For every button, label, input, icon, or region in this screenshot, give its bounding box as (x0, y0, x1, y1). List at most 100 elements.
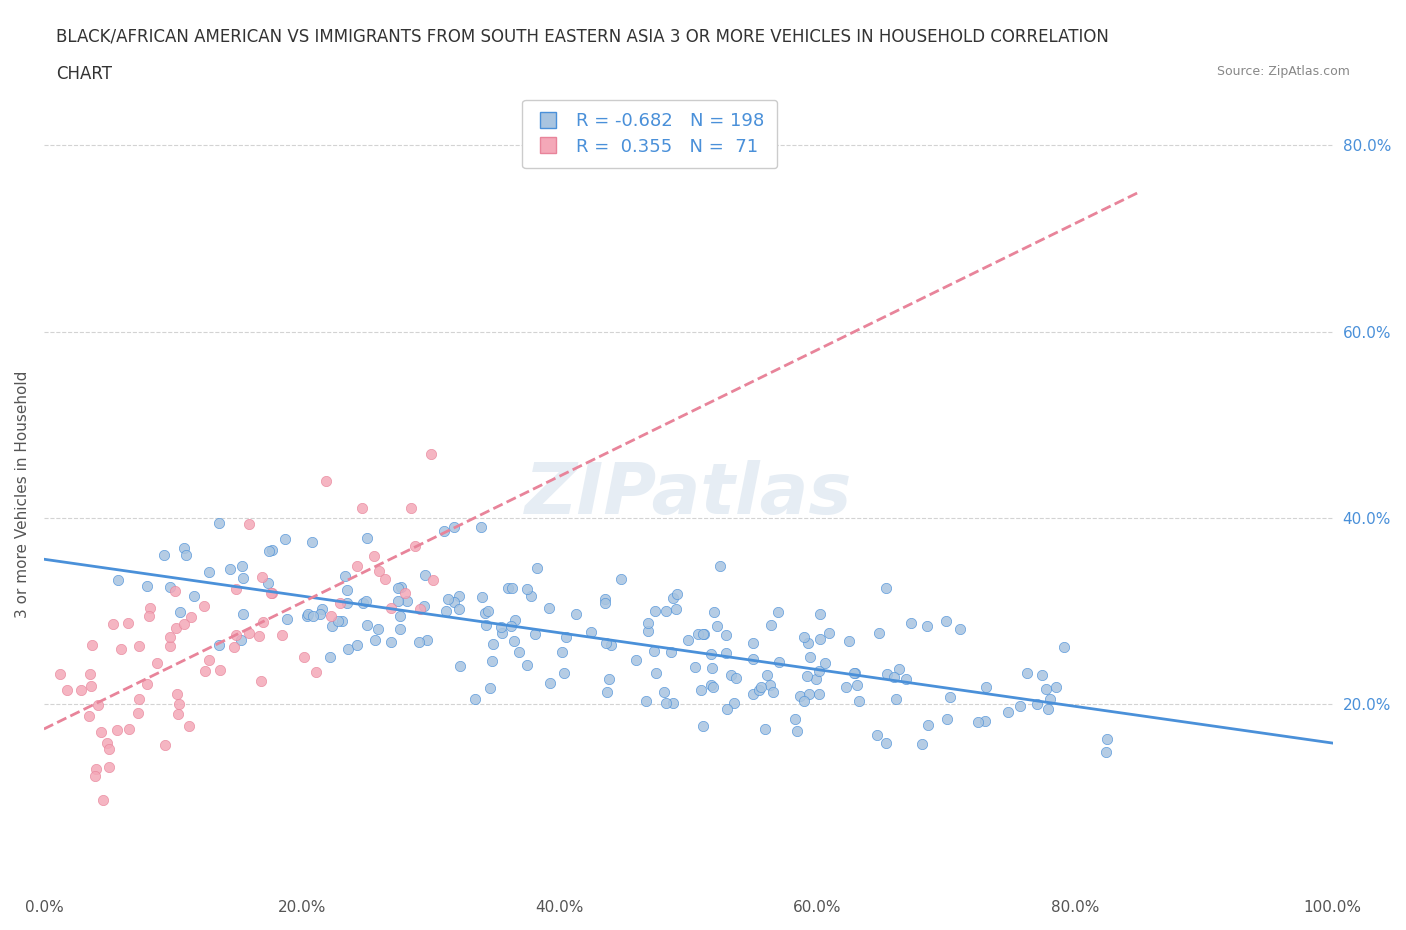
Point (330, 613, 353, 628)
Point (367, 621, 389, 636)
Point (692, 627, 714, 642)
Point (449, 602, 471, 617)
Point (128, 638, 150, 653)
Point (579, 625, 602, 640)
Text: CHART: CHART (56, 65, 112, 83)
Point (238, 517, 260, 532)
Point (875, 736, 897, 751)
Point (551, 644, 574, 659)
Point (477, 604, 499, 618)
Point (1025, 697, 1047, 711)
Point (759, 618, 782, 632)
Point (352, 595, 374, 610)
Point (260, 585, 283, 600)
Point (593, 595, 616, 610)
Point (56, 683, 79, 698)
Point (231, 559, 253, 574)
Text: Source: ZipAtlas.com: Source: ZipAtlas.com (1216, 65, 1350, 78)
Point (593, 591, 616, 606)
Point (741, 635, 763, 650)
Point (665, 587, 688, 602)
Point (176, 548, 198, 563)
Point (967, 715, 990, 730)
Point (169, 604, 191, 619)
Point (768, 604, 790, 619)
Point (887, 661, 910, 676)
Point (808, 664, 831, 679)
Point (749, 680, 772, 695)
Point (257, 544, 280, 559)
Point (153, 737, 176, 752)
Point (700, 677, 723, 692)
Point (1036, 701, 1059, 716)
Point (876, 667, 898, 682)
Point (408, 635, 430, 650)
Point (808, 686, 831, 701)
Point (716, 701, 738, 716)
Point (363, 549, 385, 564)
Point (198, 565, 221, 579)
Point (225, 581, 247, 596)
Point (336, 642, 359, 657)
Point (292, 650, 315, 665)
Point (127, 706, 149, 721)
Point (1095, 744, 1118, 759)
Point (79, 667, 101, 682)
Point (938, 689, 960, 704)
Point (179, 718, 201, 733)
Point (1039, 692, 1062, 707)
Point (436, 591, 458, 606)
Point (305, 665, 328, 680)
Point (276, 611, 298, 626)
Point (1015, 666, 1038, 681)
Point (118, 721, 141, 736)
Point (1095, 732, 1118, 747)
Point (70, 683, 93, 698)
Text: BLACK/AFRICAN AMERICAN VS IMMIGRANTS FROM SOUTH EASTERN ASIA 3 OR MORE VEHICLES : BLACK/AFRICAN AMERICAN VS IMMIGRANTS FRO… (56, 28, 1109, 46)
Point (49, 667, 72, 682)
Point (208, 516, 231, 531)
Point (107, 572, 129, 587)
Point (762, 684, 785, 699)
Point (193, 599, 215, 614)
Point (101, 617, 124, 631)
Point (503, 613, 526, 628)
Point (700, 660, 723, 675)
Point (720, 668, 742, 683)
Point (844, 666, 866, 681)
Point (388, 609, 411, 624)
Point (917, 717, 939, 732)
Point (232, 606, 254, 621)
Point (598, 671, 620, 686)
Point (434, 604, 457, 618)
Point (481, 653, 503, 668)
Point (936, 711, 959, 726)
Point (443, 519, 465, 534)
Point (367, 564, 389, 578)
Point (247, 629, 270, 644)
Point (159, 579, 181, 594)
Point (219, 561, 242, 576)
Point (553, 665, 575, 680)
Point (238, 625, 260, 640)
Point (491, 625, 513, 640)
Point (321, 609, 343, 624)
Point (380, 601, 402, 616)
Point (706, 619, 728, 634)
Point (194, 663, 217, 678)
Point (159, 630, 181, 644)
Point (117, 616, 139, 631)
Point (419, 446, 441, 461)
Point (309, 607, 332, 622)
Point (702, 680, 724, 695)
Point (516, 581, 538, 596)
Point (90, 724, 112, 739)
Point (799, 650, 821, 665)
Point (135, 578, 157, 593)
Point (464, 692, 486, 707)
Point (555, 630, 578, 644)
Point (526, 561, 548, 576)
Point (163, 583, 186, 598)
Point (97, 742, 120, 757)
Point (796, 669, 818, 684)
